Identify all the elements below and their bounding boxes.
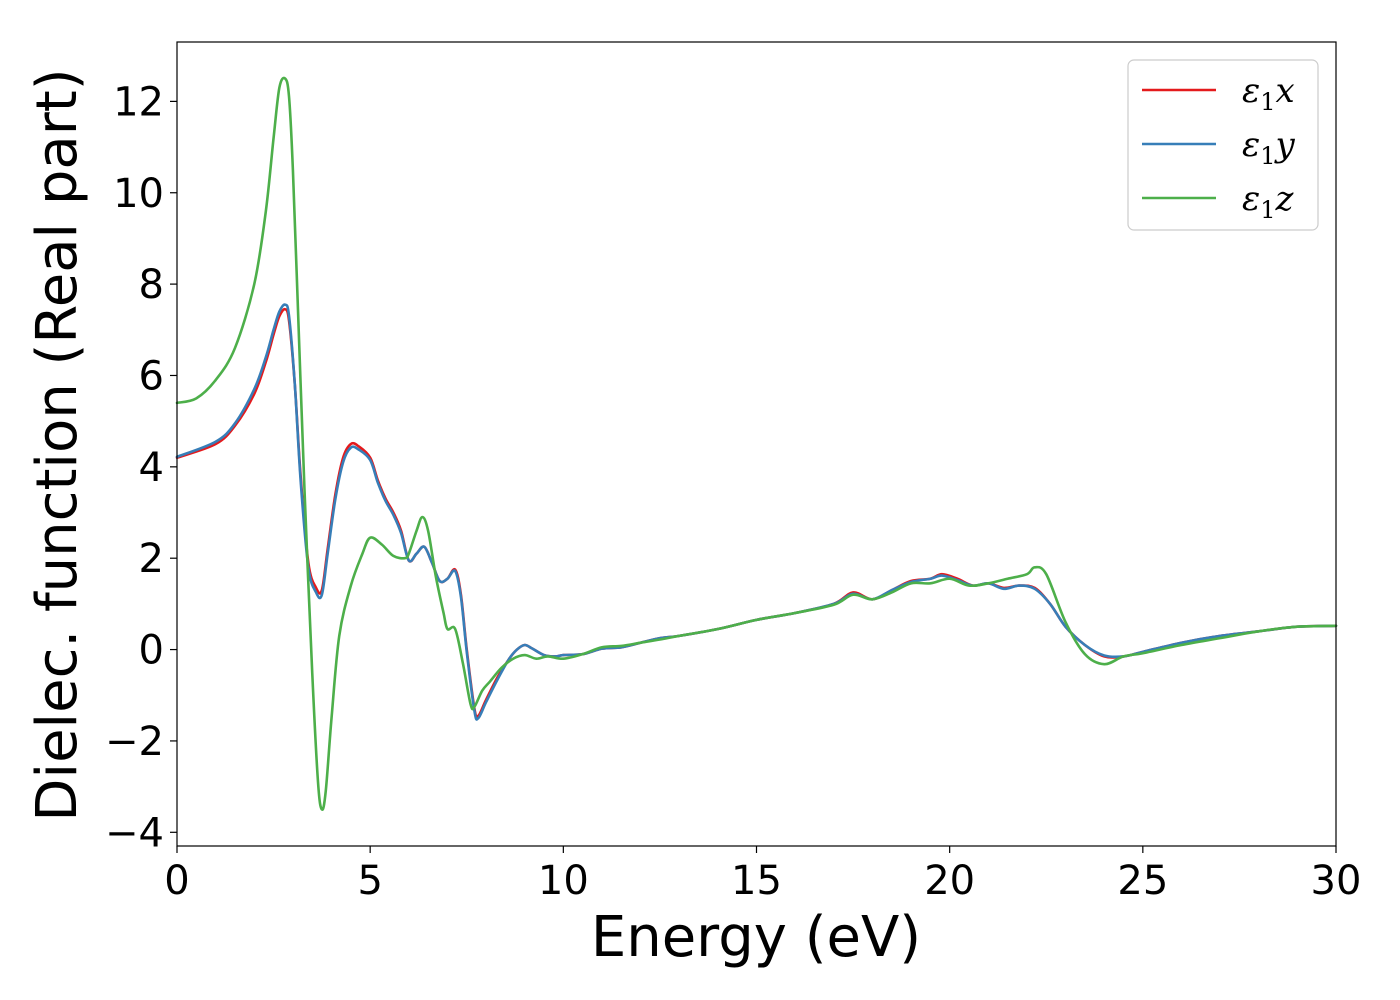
x-tick-label: 0 [164,858,189,904]
x-tick-label: 5 [357,858,382,904]
y-tick-label: 6 [139,353,164,399]
series-layer [175,76,1338,812]
x-axis-label: Energy (eV) [591,905,921,970]
x-tick-label: 25 [1117,858,1168,904]
y-tick-label: 10 [113,171,164,217]
y-axis-label: Dielec. function (Real part) [25,68,90,821]
series-line-3 [175,76,1338,812]
x-axis-ticks: 0 5 10 15 20 25 30 [164,846,1361,904]
x-tick-label: 15 [731,858,782,904]
x-tick-label: 10 [538,858,589,904]
y-tick-label: 4 [139,445,164,491]
y-axis-ticks: −4 −2 0 2 4 6 8 10 12 [105,79,177,856]
legend-label-3: ε1z [1242,179,1295,224]
series-line-2 [175,303,1338,721]
legend-box [1127,59,1319,231]
y-tick-label: −2 [105,719,164,765]
x-tick-label: 30 [1311,858,1362,904]
y-tick-label: 0 [139,628,164,674]
y-tick-label: 8 [139,262,164,308]
legend-label-2: ε1y [1242,125,1296,170]
y-tick-label: 2 [139,536,164,582]
y-tick-label: −4 [105,810,164,856]
legend-label-1: ε1x [1242,71,1295,116]
legend-entries: ε1x ε1y ε1z [1142,71,1296,224]
legend: ε1x ε1y ε1z [1127,59,1319,231]
x-tick-label: 20 [924,858,975,904]
y-tick-label: 12 [113,79,164,125]
